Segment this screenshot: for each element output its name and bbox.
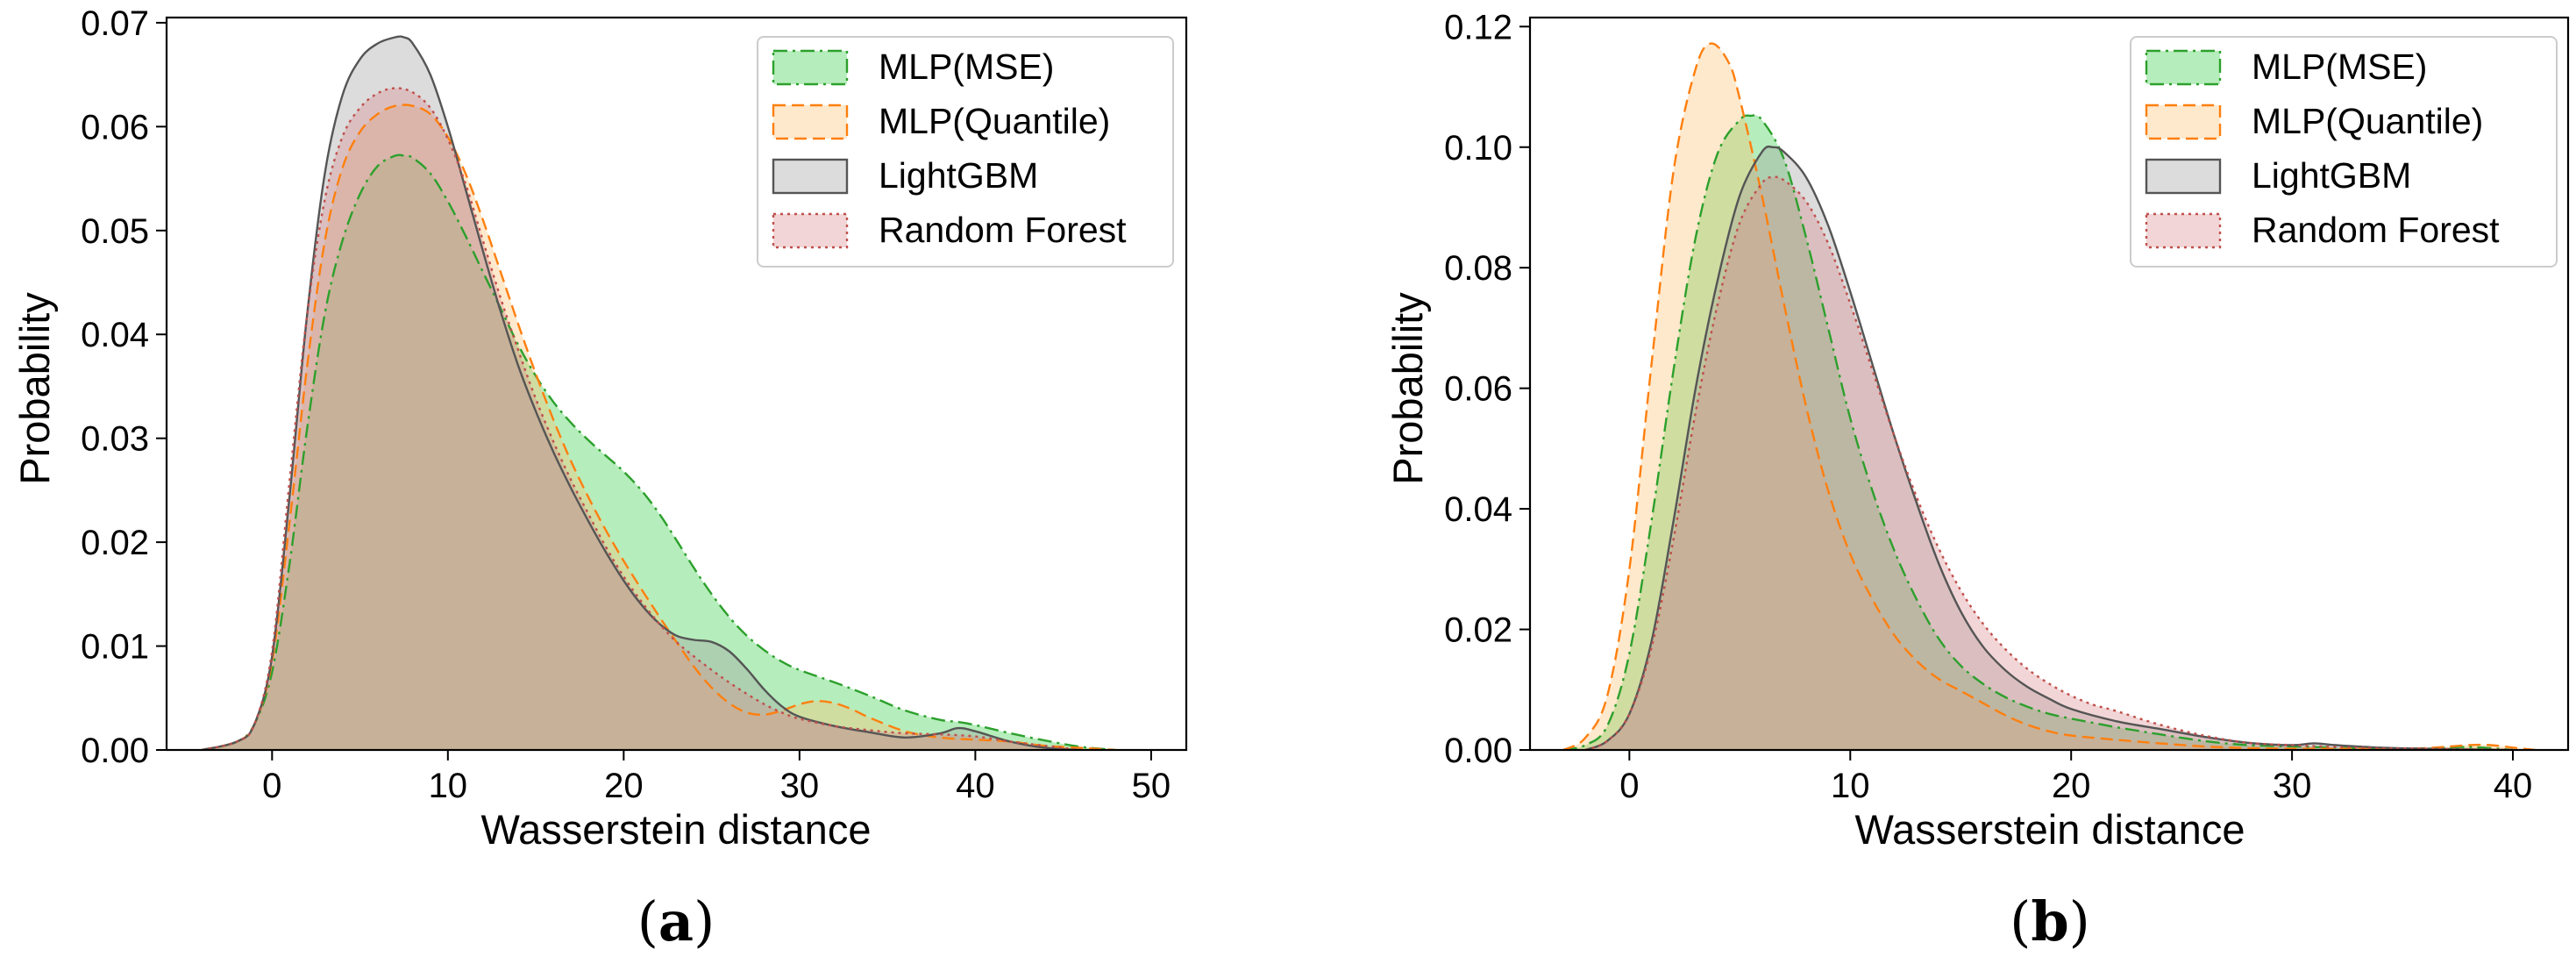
y-tick-label: 0.01 xyxy=(81,628,149,667)
panel-label-b: (b) xyxy=(2010,889,2090,953)
series-lines xyxy=(201,35,1116,750)
x-tick-label: 40 xyxy=(956,767,995,805)
series-area-lightgbm xyxy=(1584,146,2513,750)
chart-panel-b: 0 10 20 30 40 0.00 0.02 0.04 0.06 0.08 0.10 0.12 MLP… xyxy=(1384,8,2570,953)
x-axis-label: Wasserstein distance xyxy=(1855,806,2245,853)
legend-label: MLP(MSE) xyxy=(879,46,1054,87)
x-tick-label: 40 xyxy=(2494,767,2533,805)
panel-label-a: (a) xyxy=(637,889,715,953)
series-lines xyxy=(1562,42,2536,750)
series-line-lightgbm xyxy=(201,35,1081,750)
y-tick-label: 0.02 xyxy=(81,524,149,562)
y-tick-label: 0.00 xyxy=(81,732,149,770)
x-tick-label: 0 xyxy=(1619,767,1639,805)
y-tick-label: 0.12 xyxy=(1444,8,1512,46)
x-tick-label: 50 xyxy=(1132,767,1171,805)
legend-label: MLP(Quantile) xyxy=(879,101,1110,141)
series-area-random-forest xyxy=(1584,176,2513,750)
legend-label: MLP(Quantile) xyxy=(2252,101,2483,141)
x-tick-label: 10 xyxy=(429,767,468,805)
legend-swatch xyxy=(2145,104,2222,140)
legend-label: LightGBM xyxy=(879,155,1038,196)
series-line-mlp-mse xyxy=(201,154,1116,750)
y-tick-label: 0.08 xyxy=(1444,249,1512,288)
chart-panel-a: 0 10 20 30 40 50 0.00 0.01 0.02 0.03 0.04 0.05 0.06 0… xyxy=(11,4,1188,953)
y-tick-label: 0.05 xyxy=(81,212,149,251)
x-tick-label: 20 xyxy=(2052,767,2091,805)
series-line-mlp-quantile xyxy=(201,104,1116,750)
series-line-mlp-quantile xyxy=(1562,42,2536,750)
plot-area-a: 0 10 20 30 40 50 0.00 0.01 0.02 0.03 0.04 0.05 0.06 0… xyxy=(81,4,1188,805)
legend-box xyxy=(757,36,1174,268)
series-area-mlp-mse xyxy=(1562,115,2513,750)
legend-swatch xyxy=(2145,158,2222,195)
x-tick-label: 0 xyxy=(262,767,281,805)
y-tick-label: 0.04 xyxy=(1444,490,1512,529)
y-tick-label: 0.07 xyxy=(81,4,149,43)
x-axis-label: Wasserstein distance xyxy=(481,806,872,853)
y-tick-label: 0.06 xyxy=(1444,370,1512,409)
legend-swatch xyxy=(772,212,849,249)
x-tick-label: 30 xyxy=(780,767,820,805)
series-area-mlp-mse xyxy=(202,154,1116,750)
legend-swatch xyxy=(772,104,849,140)
y-tick-label: 0.06 xyxy=(81,108,149,146)
legend-box xyxy=(2130,36,2558,268)
x-tick-label: 30 xyxy=(2273,767,2312,805)
axes-frame xyxy=(1528,16,2570,752)
series-area-lightgbm xyxy=(202,36,1081,750)
legend-swatch xyxy=(2145,212,2222,249)
legend-swatch xyxy=(772,49,849,86)
legend: MLP(MSE) MLP(Quantile) LightGBM Random Fore… xyxy=(757,36,1174,268)
legend-label: Random Forest xyxy=(879,210,1127,250)
series-area-random-forest xyxy=(202,88,1081,750)
x-tick-label: 10 xyxy=(1831,767,1870,805)
y-tick-label: 0.02 xyxy=(1444,611,1512,650)
series-fills xyxy=(1562,43,2536,750)
y-tick-label: 0.04 xyxy=(81,316,149,354)
legend: MLP(MSE) MLP(Quantile) LightGBM Random Fore… xyxy=(2130,36,2558,268)
series-area-mlp-quantile xyxy=(1562,43,2536,750)
series-line-random-forest xyxy=(201,87,1081,750)
y-tick-label: 0.03 xyxy=(81,420,149,459)
y-tick-label: 0.00 xyxy=(1444,732,1512,770)
series-fills xyxy=(202,36,1116,750)
series-line-mlp-mse xyxy=(1562,114,2514,750)
legend-swatch xyxy=(772,158,849,195)
y-axis-label: Probability xyxy=(11,292,58,485)
y-axis-label: Probability xyxy=(1384,292,1431,485)
series-area-mlp-quantile xyxy=(202,104,1116,750)
plot-area-b: 0 10 20 30 40 0.00 0.02 0.04 0.06 0.08 0.10 0.12 MLP… xyxy=(1444,8,2570,805)
legend-label: LightGBM xyxy=(2252,155,2411,196)
axes-frame xyxy=(165,16,1188,752)
legend-swatch xyxy=(2145,49,2222,86)
legend-label: Random Forest xyxy=(2252,210,2500,250)
legend-label: MLP(MSE) xyxy=(2252,46,2427,87)
y-tick-label: 0.10 xyxy=(1444,129,1512,168)
x-tick-label: 20 xyxy=(604,767,644,805)
